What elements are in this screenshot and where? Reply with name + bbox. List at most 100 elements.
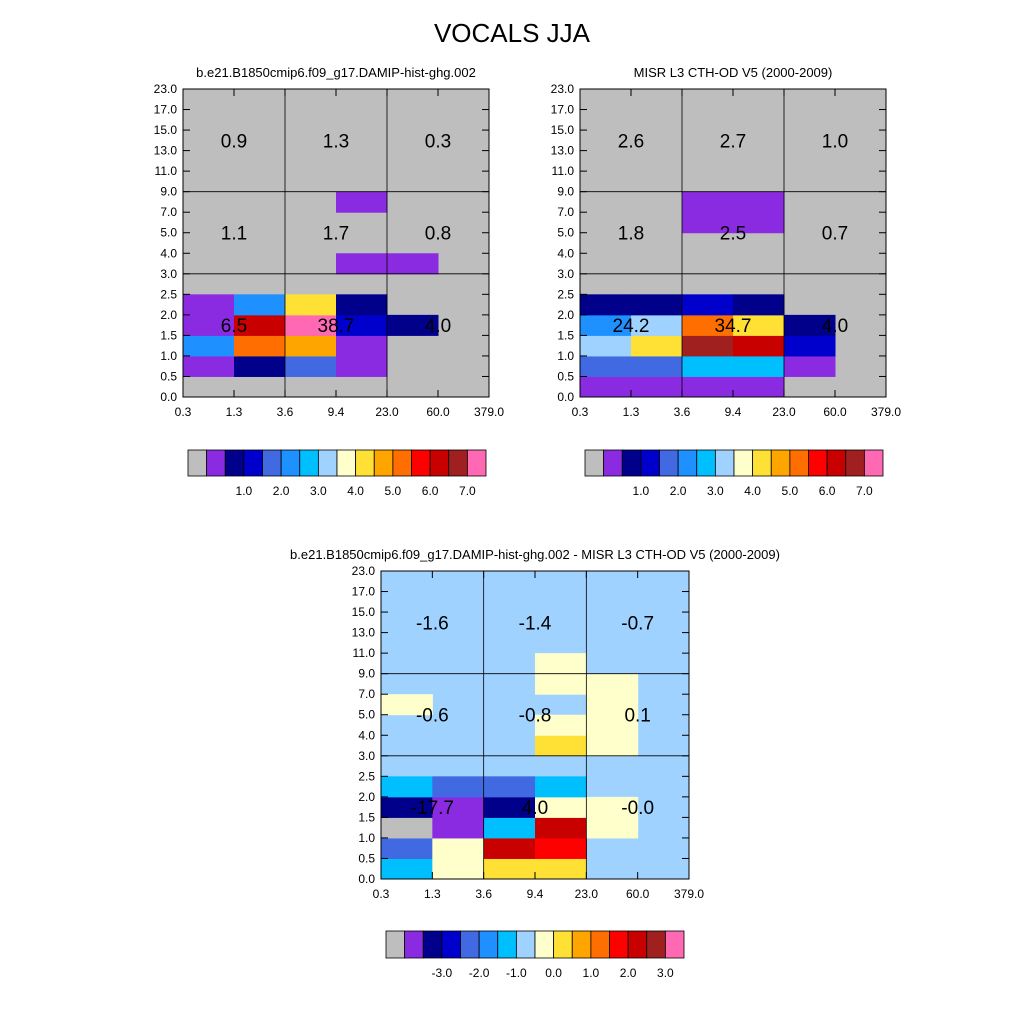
diff-panel-colorbar-box	[460, 930, 480, 959]
obs-panel-value-label: 2.6	[618, 131, 644, 152]
obs-panel-cell	[682, 355, 734, 377]
model-panel-ytick-label: 1.0	[160, 349, 177, 363]
diff-panel-colorbar-box	[497, 930, 517, 959]
model-panel-cell	[336, 335, 388, 357]
model-panel-cell	[234, 335, 286, 357]
model-panel-colorbar-box	[448, 449, 468, 477]
diff-panel-ytick-label: 15.0	[352, 605, 376, 619]
obs-panel-value-label: 1.8	[618, 224, 644, 245]
diff-panel-ytick-label: 7.0	[358, 687, 375, 701]
obs-panel-ytick-label: 7.0	[557, 205, 574, 219]
obs-panel-ytick-label: 15.0	[551, 123, 575, 137]
obs-panel-ytick-label: 17.0	[551, 103, 575, 117]
model-panel-xtick-label: 9.4	[328, 405, 345, 419]
model-panel-value-label: 4.0	[425, 316, 451, 337]
obs-panel-ytick-label: 3.0	[557, 267, 574, 281]
diff-panel-colorbar-box	[478, 930, 499, 959]
model-panel-colorbar-label: 1.0	[236, 484, 253, 498]
obs-panel-ytick-label: 11.0	[552, 164, 575, 178]
model-panel-colorbar-label: 3.0	[310, 484, 327, 498]
diff-panel-value-label: -0.7	[621, 613, 654, 634]
diff-panel-colorbar-box	[385, 930, 406, 959]
diff-panel-cell	[586, 694, 639, 716]
model-panel-cell	[336, 253, 388, 275]
diff-panel-colorbar-box	[571, 930, 592, 959]
obs-panel-colorbar-box	[752, 449, 772, 477]
obs-panel-ytick-label: 0.0	[557, 390, 574, 404]
obs-panel-cell	[580, 335, 632, 357]
obs-panel-ytick-label: 2.5	[557, 287, 574, 301]
model-panel-cell	[387, 253, 439, 275]
model-panel-cell	[336, 314, 388, 336]
model-panel-value-label: 1.7	[323, 224, 349, 245]
model-panel-cell	[285, 335, 337, 357]
diff-panel-cell	[535, 858, 587, 880]
model-panel-cell	[183, 294, 235, 316]
obs-panel-ytick-label: 0.5	[557, 369, 574, 383]
model-panel-colorbar-box	[317, 449, 338, 477]
diff-panel-colorbar-label: 0.0	[545, 966, 562, 980]
model-panel-colorbar-label: 2.0	[273, 484, 290, 498]
diff-panel-value-label: 4.0	[522, 798, 548, 819]
diff-panel-ytick-label: 17.0	[352, 585, 376, 599]
diff-panel-cell	[535, 796, 587, 818]
obs-panel-cell	[784, 355, 836, 377]
diff-panel-cell	[432, 796, 485, 818]
diff-panel-colorbar-box	[404, 930, 424, 959]
page-title: VOCALS JJA	[433, 18, 591, 48]
diff-panel-ytick-label: 3.0	[358, 749, 375, 763]
obs-panel-colorbar-label: 5.0	[782, 484, 799, 498]
obs-panel-cell	[784, 335, 836, 357]
diff-panel-value-label: -0.0	[621, 798, 654, 819]
diff-panel-cell	[586, 714, 639, 736]
diff-panel-ytick-label: 5.0	[358, 708, 375, 722]
model-panel-cell	[387, 314, 439, 336]
model-panel-colorbar-box	[262, 449, 282, 477]
diff-panel-cell	[432, 858, 485, 880]
obs-panel-cell	[682, 191, 734, 213]
model-panel-ytick-label: 9.0	[160, 185, 177, 199]
diff-panel-cell	[535, 837, 587, 859]
obs-panel-colorbar-box	[845, 449, 865, 477]
diff-panel-colorbar-box	[590, 930, 610, 959]
obs-panel-colorbar-box	[714, 449, 735, 477]
obs-panel-colorbar-label: 3.0	[707, 484, 724, 498]
obs-panel-colorbar-box	[621, 449, 642, 477]
obs-panel-xtick-label: 23.0	[772, 405, 796, 419]
obs-panel-cell	[733, 212, 785, 234]
obs-panel-cell	[631, 376, 683, 398]
diff-panel-ytick-label: 4.0	[358, 728, 375, 742]
diff-panel-cell	[483, 796, 536, 818]
diff-panel-colorbar-box	[441, 930, 461, 959]
model-panel-xtick-label: 23.0	[375, 405, 399, 419]
obs-panel-xtick-label: 3.6	[674, 405, 691, 419]
model-panel-value-label: 1.1	[221, 224, 247, 245]
diff-panel-cell	[432, 776, 485, 798]
model-panel-colorbar-label: 6.0	[422, 484, 439, 498]
diff-panel-cell	[381, 694, 433, 716]
diff-panel-xtick-label: 9.4	[527, 887, 544, 901]
model-panel-value-label: 1.3	[323, 131, 349, 152]
model-panel-ytick-label: 17.0	[154, 103, 178, 117]
obs-panel-cell	[733, 314, 785, 336]
obs-panel-value-label: 1.0	[822, 131, 848, 152]
obs-panel-cell	[682, 212, 734, 234]
obs-panel-title: MISR L3 CTH-OD V5 (2000-2009)	[634, 65, 833, 80]
diff-panel-colorbar-box	[422, 930, 443, 959]
obs-panel-xtick-label: 1.3	[623, 405, 640, 419]
model-panel-ytick-label: 11.0	[155, 164, 178, 178]
model-panel-colorbar-box	[206, 449, 226, 477]
diff-panel-value-label: -17.7	[411, 798, 454, 819]
model-panel-colorbar-label: 4.0	[347, 484, 364, 498]
obs-panel-value-label: 34.7	[715, 316, 752, 337]
obs-panel-xtick-label: 0.3	[572, 405, 589, 419]
diff-panel-ytick-label: 0.0	[358, 872, 375, 886]
obs-panel-colorbar-label: 2.0	[670, 484, 687, 498]
diff-panel-cell	[483, 817, 536, 839]
diff-panel-colorbar-box	[646, 930, 666, 959]
obs-panel-colorbar-box	[789, 449, 809, 477]
obs-panel-ytick-label: 13.0	[551, 144, 575, 158]
diff-panel-colorbar-box	[609, 930, 629, 959]
obs-panel-cell	[580, 314, 632, 336]
model-panel-value-label: 0.9	[221, 131, 247, 152]
